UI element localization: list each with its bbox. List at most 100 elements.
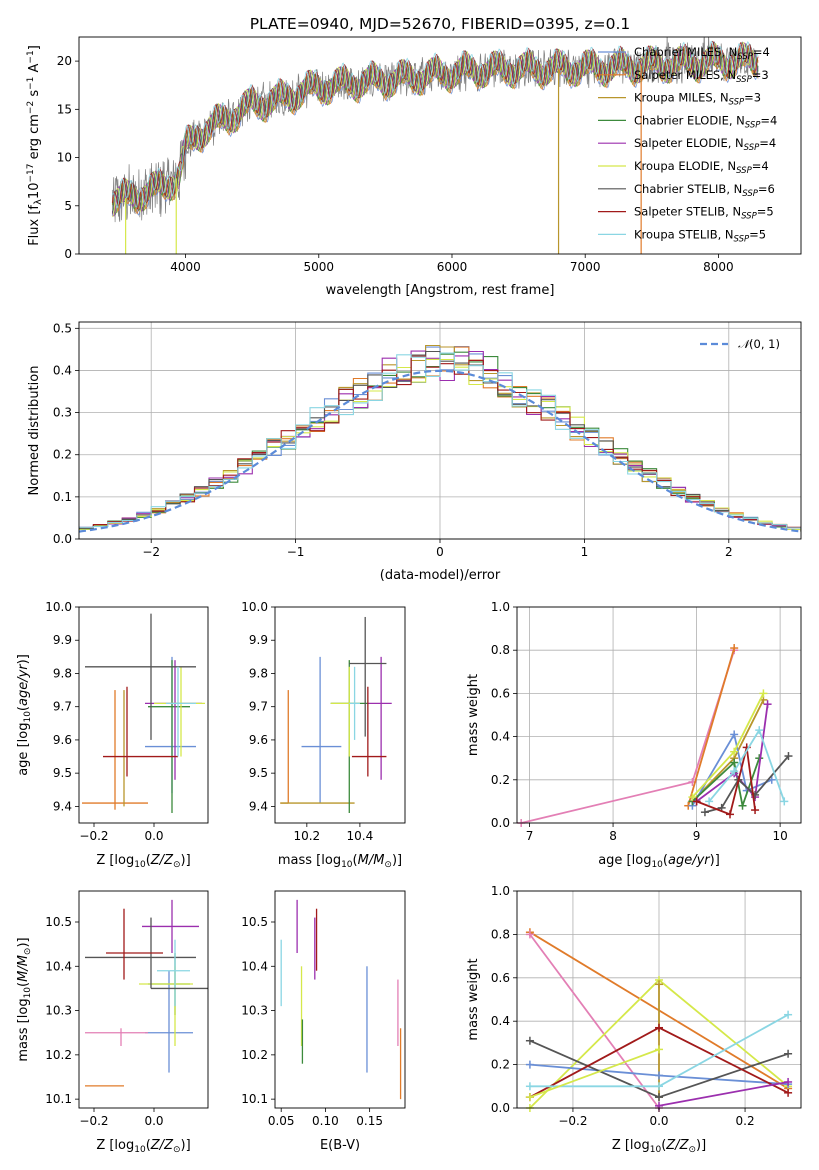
legend-label: Chabrier STELIB, NSSP=6: [634, 182, 775, 199]
label-part: Kroupa ELODIE, N: [634, 159, 736, 173]
x-tick-label: 0: [436, 545, 444, 559]
y-tick-label: 1.0: [491, 884, 510, 898]
label-part: ⊙: [173, 1145, 181, 1155]
label-part: ⊙: [23, 948, 33, 956]
y-tick-label: 10.0: [241, 600, 268, 614]
label-part: Chabrier STELIB, N: [634, 182, 742, 196]
label-part: −1: [26, 50, 36, 63]
label-part: ⊙: [688, 1145, 696, 1155]
legend-label: Chabrier MILES, NSSP=4: [634, 45, 770, 62]
label-part: Salpeter ELODIE, N: [634, 136, 744, 150]
y-tick-label: 9.5: [249, 766, 268, 780]
label-part: )]: [710, 853, 720, 868]
label-part: SSP: [744, 143, 760, 153]
panel-age_vs_mass: 10.2 10.4 9.4 9.5 9.6 9.7 9.8 9.9 10.0 mass [log1…: [241, 600, 406, 870]
axes-frame: [516, 606, 802, 824]
y-tick-label: 9.8: [249, 666, 268, 680]
x-axis-label: Z [log10(Z/Z⊙)]: [96, 853, 190, 870]
x-tick-label: 8: [609, 829, 617, 843]
label-part: λ: [33, 199, 44, 205]
panel-spectrum: 4000 5000 6000 7000 8000 0 5 10 15 20 wavelength […: [26, 36, 802, 298]
label-part: erg cm: [27, 114, 42, 163]
label-part: (: [663, 853, 668, 868]
y-tick-label: 0.8: [491, 643, 510, 657]
axes-frame: [274, 606, 406, 824]
y-tick-label: 0.6: [491, 686, 510, 700]
label-part: SSP: [742, 189, 758, 199]
label-part: )]: [16, 937, 31, 947]
x-tick-label: 2: [725, 545, 733, 559]
plot-area: [111, 37, 759, 254]
legend-label: Salpeter STELIB, NSSP=5: [634, 205, 774, 222]
label-part: Salpeter STELIB, N: [634, 205, 741, 219]
label-part: −2: [26, 101, 36, 114]
histogram-step: [79, 355, 801, 532]
y-tick-label: 10.2: [45, 1048, 72, 1062]
label-part: =4: [759, 136, 776, 150]
label-part: age [log: [16, 723, 31, 776]
x-axis-label: age [log10(age/yr)]: [598, 853, 720, 870]
label-part: =4: [752, 159, 769, 173]
x-tick-label: 1: [581, 545, 589, 559]
label-part: 10: [651, 860, 663, 870]
label-part: )]: [696, 1138, 706, 1153]
x-tick-label: 0.0: [649, 1114, 668, 1128]
x-tick-label: 10: [772, 829, 787, 843]
x-axis-label: wavelength [Angstrom, rest frame]: [326, 283, 555, 298]
label-part: SSP: [736, 166, 752, 176]
y-tick-label: 10.4: [45, 959, 72, 973]
panel-residuals: −2 −1 0 1 2 0.0 0.1 0.2 0.3 0.4 0.5 (data-model)/er…: [27, 321, 802, 583]
x-axis-label: Z [log10(Z/Z⊙)]: [612, 1138, 706, 1155]
label-part: (: [146, 853, 151, 868]
y-tick-label: 9.8: [53, 666, 72, 680]
label-part: age/yr: [668, 853, 711, 868]
x-tick-label: 10.4: [347, 829, 374, 843]
label-part: =6: [758, 182, 775, 196]
label-part: Z [log: [96, 1138, 134, 1153]
axes-frame: [78, 36, 802, 255]
axes-frame: [274, 890, 406, 1109]
legend-label: Salpeter MILES, NSSP=3: [634, 68, 769, 85]
label-part: =4: [753, 45, 770, 59]
label-part: )]: [16, 654, 31, 664]
y-tick-label: 0.2: [53, 448, 72, 462]
y-tick-label: 5: [64, 199, 72, 213]
x-axis-label: Z [log10(Z/Z⊙)]: [96, 1138, 190, 1155]
plot-area: [85, 899, 208, 1087]
label-part: =5: [749, 227, 766, 241]
model-spectrum: [111, 40, 759, 209]
y-tick-label: 9.6: [249, 733, 268, 747]
label-part: Salpeter MILES, N: [634, 68, 736, 82]
y-tick-label: 15: [57, 102, 72, 116]
x-tick-label: −0.2: [558, 1114, 587, 1128]
x-axis-label: E(B-V): [320, 1138, 360, 1153]
panel-weight_vs_Z: −0.2 0.0 0.2 0.0 0.2 0.4 0.6 0.8 1.0 Z [log10(Z/Z…: [466, 884, 802, 1155]
label-part: ⊙: [384, 860, 392, 870]
x-tick-label: 0.0: [144, 1114, 163, 1128]
label-part: )]: [181, 853, 191, 868]
label-part: SSP: [729, 98, 745, 108]
label-part: (: [16, 706, 31, 711]
label-part: (0, 1): [749, 337, 780, 351]
y-tick-label: 0: [64, 247, 72, 261]
plot-area: [280, 899, 402, 1100]
x-tick-label: 6000: [437, 260, 468, 274]
y-tick-label: 0.0: [53, 532, 72, 546]
legend-label: Kroupa STELIB, NSSP=5: [634, 227, 766, 244]
x-tick-label: −2: [142, 545, 160, 559]
label-part: Kroupa MILES, N: [634, 91, 729, 105]
y-tick-label: 9.6: [53, 733, 72, 747]
y-tick-label: 9.4: [53, 799, 72, 813]
x-tick-label: 0.15: [356, 1114, 383, 1128]
panel-mass_vs_EBV: 0.05 0.10 0.15 10.1 10.2 10.3 10.4 10.5 E(B-V): [241, 890, 406, 1153]
y-tick-label: 9.9: [249, 633, 268, 647]
y-tick-label: 10.4: [241, 959, 268, 973]
label-part: =4: [760, 113, 777, 127]
plot-area: [79, 344, 801, 533]
weight-line: [708, 728, 786, 802]
plot-area: [280, 616, 392, 814]
x-axis-label: mass [log10(M/M⊙)]: [278, 853, 402, 870]
label-part: Z/Z: [150, 853, 174, 868]
